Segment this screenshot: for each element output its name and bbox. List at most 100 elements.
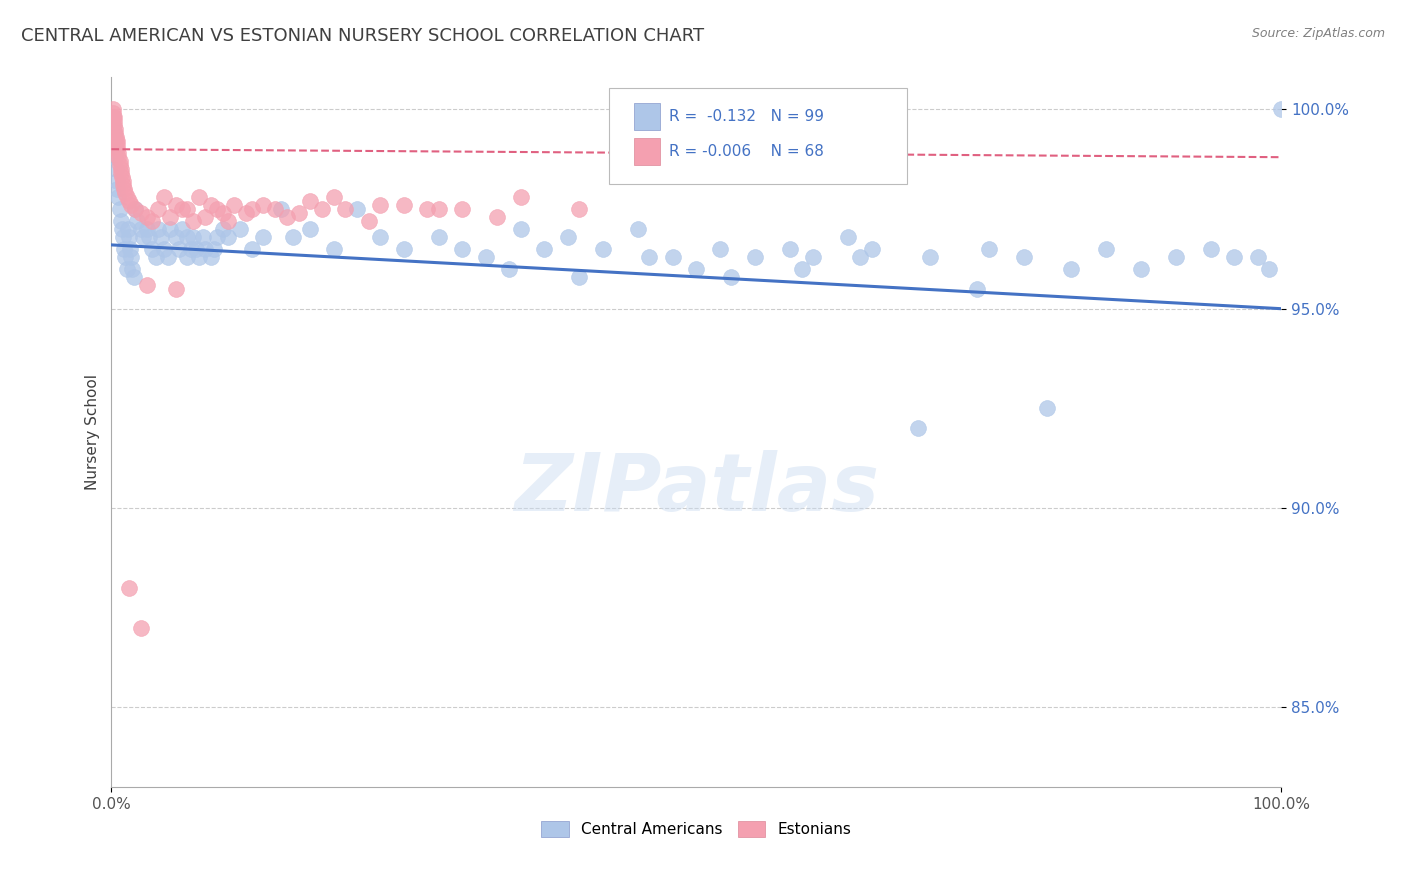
Point xyxy=(101,111,124,125)
Point xyxy=(252,230,274,244)
Point xyxy=(486,210,509,224)
Point xyxy=(427,230,450,244)
Point xyxy=(101,103,124,117)
Point xyxy=(217,230,239,244)
Point xyxy=(194,242,217,256)
Text: ZIPatlas: ZIPatlas xyxy=(513,450,879,528)
Point xyxy=(720,269,742,284)
Point xyxy=(662,250,685,264)
Point xyxy=(270,202,292,216)
Point xyxy=(211,222,233,236)
Point xyxy=(135,222,157,236)
Point xyxy=(287,206,309,220)
Point xyxy=(205,202,228,216)
Point xyxy=(165,282,187,296)
Point xyxy=(1199,242,1222,256)
Point xyxy=(427,202,450,216)
Point xyxy=(103,118,125,132)
Point xyxy=(107,146,129,161)
Point xyxy=(112,182,135,196)
Point xyxy=(533,242,555,256)
Point xyxy=(103,126,125,140)
Point xyxy=(165,230,187,244)
Point xyxy=(1059,261,1081,276)
Point xyxy=(229,222,252,236)
Point xyxy=(105,142,128,156)
Point xyxy=(184,242,207,256)
Point xyxy=(1223,250,1246,264)
Text: CENTRAL AMERICAN VS ESTONIAN NURSERY SCHOOL CORRELATION CHART: CENTRAL AMERICAN VS ESTONIAN NURSERY SCH… xyxy=(21,27,704,45)
Point xyxy=(568,269,591,284)
Point xyxy=(370,230,392,244)
Point xyxy=(108,158,131,172)
Point xyxy=(837,230,859,244)
Point xyxy=(335,202,357,216)
Point xyxy=(801,250,824,264)
Point xyxy=(416,202,439,216)
Point xyxy=(744,250,766,264)
Point xyxy=(104,150,127,164)
Point xyxy=(205,230,228,244)
Point xyxy=(156,250,179,264)
Point xyxy=(120,242,142,256)
Point xyxy=(101,106,124,120)
Point xyxy=(129,222,152,236)
Point xyxy=(115,261,138,276)
Point xyxy=(498,261,520,276)
Point xyxy=(118,194,141,208)
Point xyxy=(322,190,344,204)
Point xyxy=(108,202,131,216)
Point xyxy=(180,242,202,256)
Point xyxy=(105,182,128,196)
Point xyxy=(224,198,246,212)
Text: Source: ZipAtlas.com: Source: ZipAtlas.com xyxy=(1251,27,1385,40)
Point xyxy=(240,202,263,216)
Point xyxy=(104,126,127,140)
Point xyxy=(176,250,198,264)
Point xyxy=(108,154,131,169)
Point xyxy=(117,222,139,236)
Point xyxy=(1129,261,1152,276)
Point xyxy=(112,178,135,193)
Point xyxy=(592,242,614,256)
Point xyxy=(1036,401,1059,416)
Point xyxy=(167,242,190,256)
Point xyxy=(120,198,142,212)
Point xyxy=(170,222,193,236)
Point xyxy=(1012,250,1035,264)
Point xyxy=(191,230,214,244)
Point xyxy=(105,134,128,148)
Point xyxy=(120,250,142,264)
Point xyxy=(103,114,125,128)
Point xyxy=(202,242,225,256)
Point xyxy=(124,202,146,216)
Point xyxy=(145,250,167,264)
Point xyxy=(101,111,124,125)
Bar xyxy=(634,103,659,130)
Point xyxy=(370,198,392,212)
Point xyxy=(194,210,217,224)
Point xyxy=(141,214,163,228)
Point xyxy=(110,166,132,180)
Point xyxy=(105,138,128,153)
Point xyxy=(509,190,531,204)
Point xyxy=(127,214,149,228)
Point xyxy=(276,210,298,224)
Point xyxy=(114,186,136,200)
Point xyxy=(907,421,929,435)
Point xyxy=(638,250,661,264)
Point xyxy=(135,277,157,292)
Point xyxy=(188,190,211,204)
Point xyxy=(148,202,170,216)
Point xyxy=(118,230,141,244)
Point xyxy=(235,206,257,220)
Point xyxy=(474,250,496,264)
Point xyxy=(217,214,239,228)
Y-axis label: Nursery School: Nursery School xyxy=(86,375,100,491)
Point xyxy=(122,269,145,284)
Point xyxy=(138,230,160,244)
Point xyxy=(170,202,193,216)
Point xyxy=(165,198,187,212)
Point xyxy=(112,230,135,244)
Point xyxy=(181,230,204,244)
